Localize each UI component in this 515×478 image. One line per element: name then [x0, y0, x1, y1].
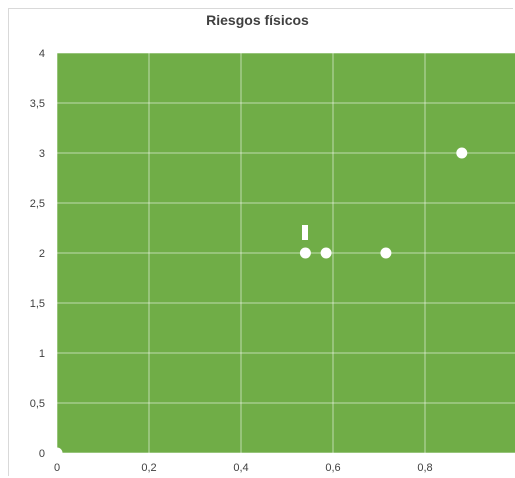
data-point [456, 147, 468, 159]
y-tick-label: 0 [39, 448, 45, 460]
data-points [51, 147, 468, 459]
x-tick-label: 0 [54, 462, 60, 474]
x-tick-label: 0,4 [233, 462, 248, 474]
chart-title: Riesgos físicos [206, 12, 309, 28]
y-tick-label: 0,5 [30, 398, 45, 410]
data-point [51, 447, 63, 459]
y-tick-label: 3,5 [30, 98, 45, 110]
y-tick-label: 1 [39, 348, 45, 360]
y-tick-label: 1,5 [30, 298, 45, 310]
data-point [320, 247, 332, 259]
y-tick-label: 3 [39, 148, 45, 160]
y-axis-ticks: 0 0,5 1 1,5 2 2,5 3 3,5 4 [30, 48, 45, 460]
y-tick-label: 4 [39, 48, 45, 60]
y-tick-label: 2,5 [30, 198, 45, 210]
data-point [299, 247, 311, 259]
x-tick-label: 0,6 [325, 462, 340, 474]
gridlines [56, 52, 515, 454]
data-point [380, 247, 392, 259]
x-tick-label: 0,2 [141, 462, 156, 474]
y-tick-label: 2 [39, 248, 45, 260]
x-axis-ticks: 0 0,2 0,4 0,6 0,8 [54, 462, 433, 474]
exclamation-mark [302, 225, 308, 240]
x-tick-label: 0,8 [417, 462, 432, 474]
